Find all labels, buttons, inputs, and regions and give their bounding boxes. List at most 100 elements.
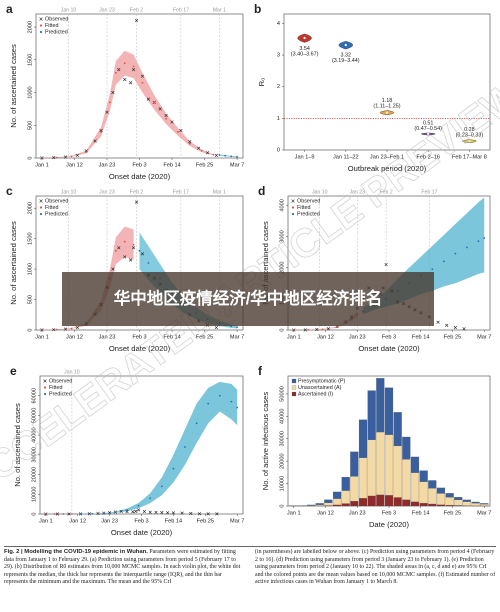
observed-point [326, 327, 331, 331]
x-tick-label: Mar 7 [477, 334, 491, 340]
point [114, 72, 117, 74]
legend-label: Fitted [45, 23, 58, 29]
x-axis-label: Outbreak period (2020) [348, 164, 427, 173]
y-tick-label: 3000 [279, 230, 285, 242]
bar-segment [419, 481, 428, 504]
x-tick-label: Jan 12 [317, 510, 334, 516]
bar-segment [358, 498, 368, 507]
observed-point [146, 97, 150, 101]
bar-segment [315, 504, 324, 506]
point [123, 240, 126, 243]
point [137, 504, 140, 507]
banner-text: 华中地区疫情经济/华中地区经济排名 [113, 290, 383, 308]
legend-label: Fitted [297, 205, 310, 211]
median-dot [344, 43, 347, 47]
bar-segment [436, 487, 446, 494]
point [165, 117, 168, 120]
bar-segment [454, 497, 463, 500]
y-tick-label: 2000 [27, 21, 33, 33]
panel-letter: d [258, 184, 265, 198]
phase-label: Jan 10 [61, 189, 77, 195]
point [91, 512, 94, 515]
x-tick-label: Jan 1 [39, 518, 53, 524]
point [102, 512, 105, 515]
x-tick-label: Feb 17–Mar 8 [452, 154, 487, 160]
x-axis-label: Onset date (2020) [109, 344, 171, 353]
point [55, 156, 58, 159]
observed-point [52, 328, 56, 332]
bar-segment [307, 504, 316, 506]
bar-segment [393, 497, 402, 507]
y-axis-label: No. of active infectious cases [261, 392, 270, 491]
bar-segment [419, 470, 428, 482]
bar-segment [384, 434, 394, 496]
point [218, 154, 221, 156]
observed-point [158, 107, 162, 111]
x-tick-label: Feb 3 [382, 334, 396, 340]
bar-segment [384, 387, 394, 435]
legend-marker [291, 199, 295, 203]
bar-segment [462, 499, 471, 502]
point [126, 509, 128, 511]
y-tick-label: 0 [31, 512, 37, 515]
x-tick-label: Jan 1–9 [295, 154, 315, 160]
ci-band [41, 50, 214, 158]
observed-point [99, 128, 103, 133]
y-axis-label: R₀ [257, 78, 266, 87]
observed-point [63, 155, 68, 159]
x-tick-label: Jan 11–22 [333, 154, 359, 160]
bar-segment [376, 378, 385, 433]
point [195, 422, 198, 425]
point [79, 513, 82, 515]
bar-segment [367, 390, 376, 440]
observed-point [140, 252, 145, 256]
point [321, 328, 324, 331]
y-tick-label: 1500 [27, 232, 33, 244]
y-tick-label: 50000 [279, 386, 285, 402]
y-tick-label: 10000 [279, 476, 285, 492]
caption-rule [4, 546, 496, 547]
bar-segment [393, 412, 402, 447]
observed-point [197, 146, 201, 150]
legend-marker [39, 17, 43, 21]
bar-segment [341, 503, 350, 507]
legend-marker [39, 206, 43, 209]
x-tick-label: Feb 3 [132, 162, 146, 168]
point [466, 246, 468, 249]
caption-left: Fig. 2 | Modelling the COVID-19 epidemic… [4, 549, 245, 611]
observed-point [205, 151, 210, 155]
point [218, 394, 221, 397]
bar-segment [462, 501, 471, 506]
interval-label: (1.11–1.25) [373, 103, 400, 109]
caption-text: (in parentheses) are labelled below or a… [255, 549, 496, 586]
point [71, 513, 73, 515]
median-dot [427, 132, 430, 135]
x-tick-label: Jan 23 [99, 334, 116, 340]
panel-letter: f [258, 364, 263, 378]
x-tick-label: Jan 12 [317, 334, 334, 340]
median-dot [385, 111, 389, 114]
value-label: 3.54 [299, 46, 310, 52]
bar-segment [350, 451, 359, 477]
observed-point [107, 511, 112, 515]
caption-text: Parameters were estimated by fitting dat… [4, 549, 241, 586]
phase-label: Feb 2 [130, 7, 143, 13]
observed-point [453, 325, 457, 330]
interval-label: (0.47–0.54) [414, 126, 442, 132]
point [132, 243, 135, 246]
phase-label: Jan 10 [312, 189, 328, 195]
point [172, 467, 175, 470]
point [138, 249, 141, 252]
x-axis-label: Onset date (2020) [358, 344, 420, 353]
point [147, 262, 150, 264]
legend-swatch [291, 378, 297, 384]
legend-marker [39, 30, 43, 34]
observed-point [170, 120, 174, 124]
value-label: 0.28 [464, 127, 475, 133]
bar-segment [419, 502, 428, 507]
bar-segment [471, 502, 480, 506]
bar-segment [445, 505, 454, 507]
bar-segment [350, 476, 359, 502]
x-tick-label: Mar 7 [230, 334, 244, 340]
